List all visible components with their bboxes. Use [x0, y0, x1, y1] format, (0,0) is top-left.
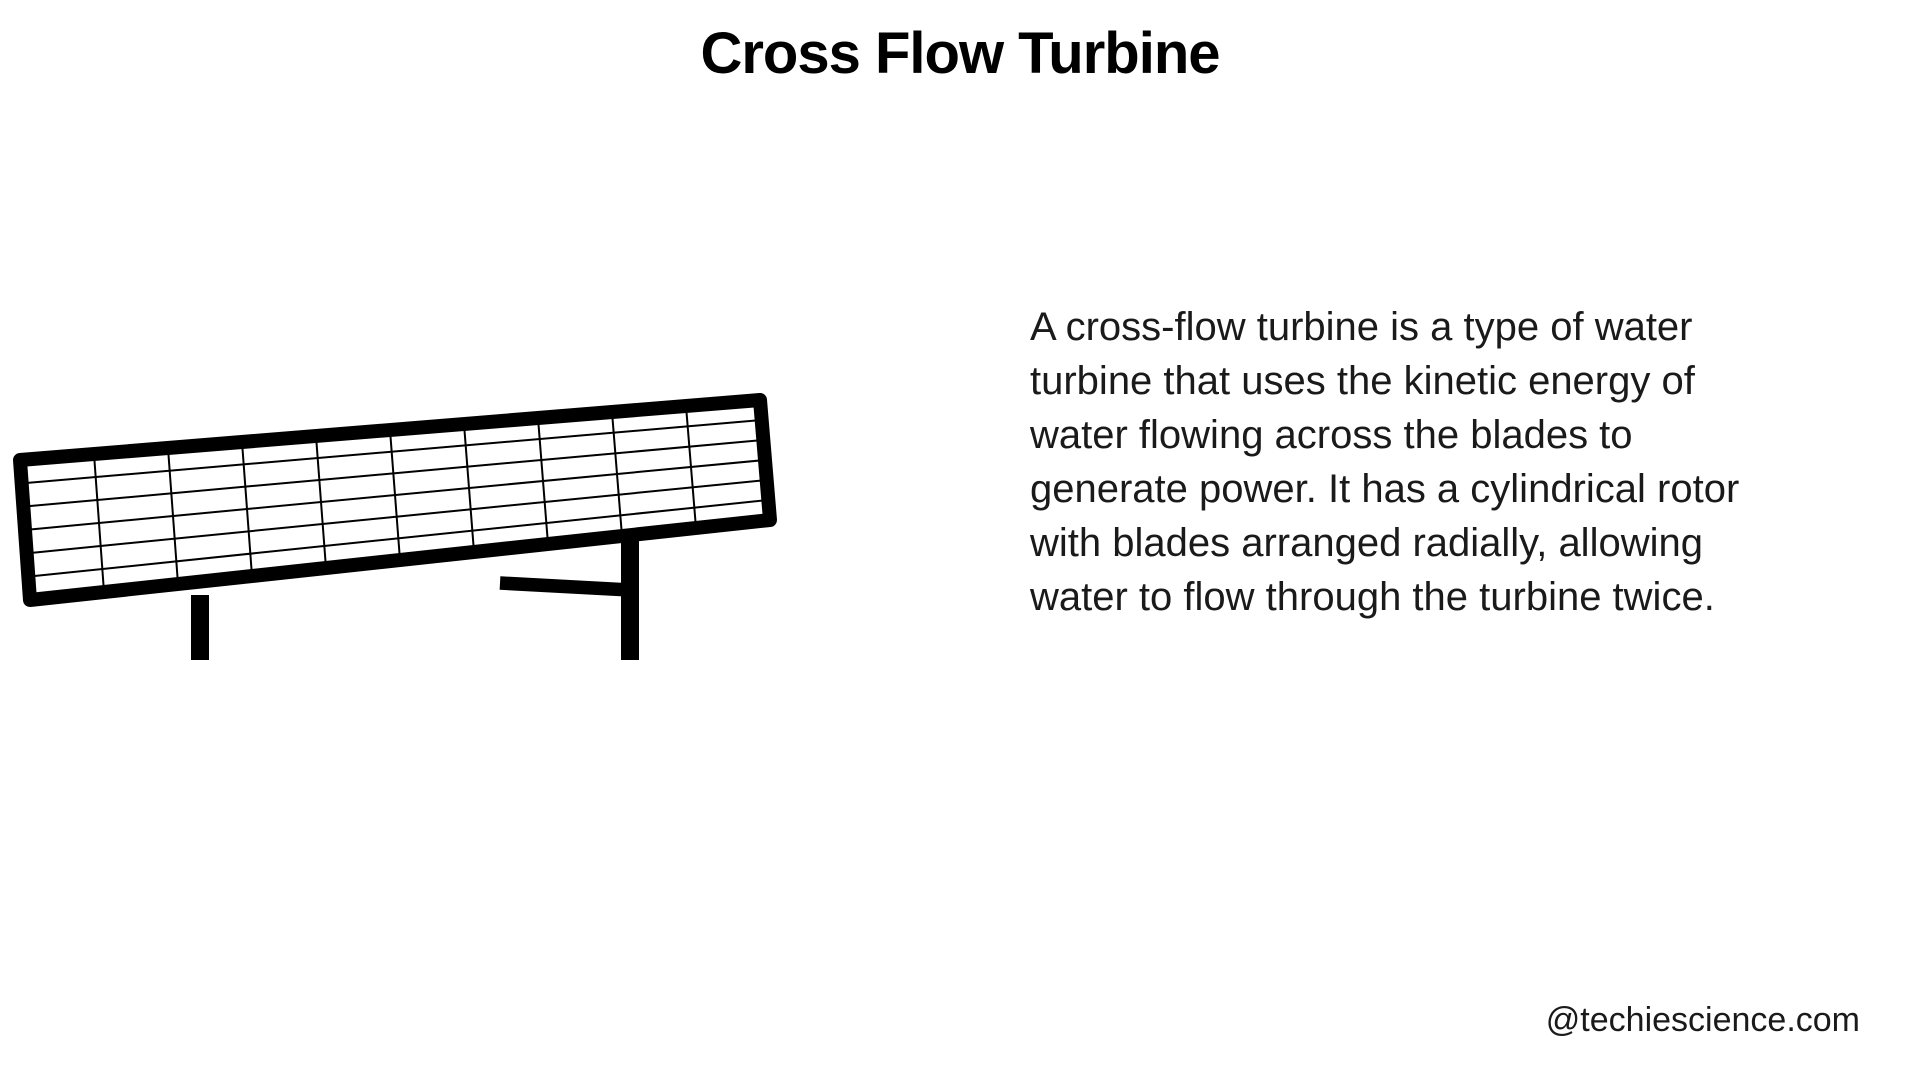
attribution-text: @techiescience.com	[1546, 1001, 1860, 1040]
page-title: Cross Flow Turbine	[0, 20, 1920, 87]
description-text: A cross-flow turbine is a type of water …	[1030, 300, 1790, 624]
panel-icon	[0, 370, 780, 670]
turbine-diagram	[0, 370, 780, 670]
